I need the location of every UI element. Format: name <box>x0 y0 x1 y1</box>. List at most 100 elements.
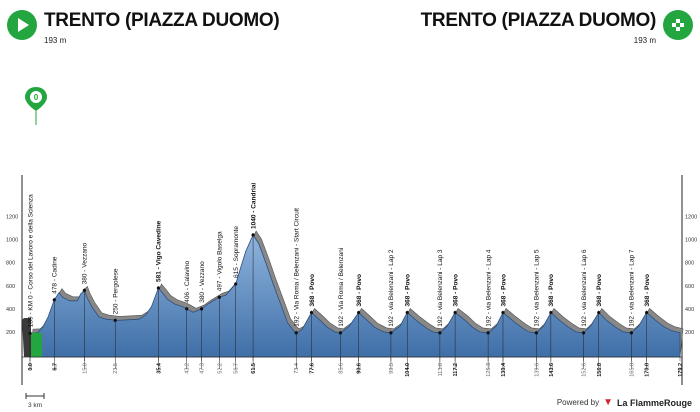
y-tick-right: 800 <box>685 261 694 267</box>
km-tick-label: 165.8 <box>629 363 635 377</box>
y-tick-right: 200 <box>685 330 694 336</box>
y-tick-right: 1000 <box>685 238 697 244</box>
waypoint-label: 192 - via Belenzani - Lap 6 <box>581 249 588 327</box>
waypoint-dot <box>82 288 87 292</box>
waypoint-label: 250 - Pergolese <box>113 268 120 314</box>
y-tick-right: 400 <box>685 307 694 313</box>
waypoint-dot <box>28 331 32 335</box>
start-altitude: 193 m <box>44 36 67 45</box>
km-tick-label: 126.3 <box>486 363 492 377</box>
waypoint-label: 192 - Via Roma / Belenzani - Start Circu… <box>294 208 301 327</box>
waypoint-dot <box>597 310 601 315</box>
km-tick-label: 130.4 <box>501 362 507 377</box>
brand-name: La FlammeRouge <box>616 397 692 408</box>
waypoint-label: 368 - Povo <box>500 274 507 307</box>
powered-by: Powered by <box>556 398 600 407</box>
y-tick-left: 1000 <box>6 238 18 244</box>
km-tick-label: 43.2 <box>185 363 191 374</box>
waypoint-label: 615 - Sopramonte <box>233 226 240 278</box>
km-tick-label: 139.6 <box>534 363 540 377</box>
waypoint-dot <box>549 310 553 315</box>
km-tick-label: 179.2 <box>678 363 684 377</box>
y-tick-left: 800 <box>6 261 15 267</box>
waypoint-dot <box>199 307 204 311</box>
waypoint-dot <box>338 331 343 335</box>
km-tick-label: 0.0 <box>28 363 34 371</box>
waypoint-dot <box>113 318 117 322</box>
km-tick-label: 143.6 <box>549 363 555 377</box>
waypoint-label: 380 - Vezzano <box>82 242 89 284</box>
km-tick-label: 23.5 <box>113 363 119 374</box>
km-tick-label: 56.7 <box>234 363 240 374</box>
waypoint-dot <box>217 295 221 299</box>
brand: Powered by ▼ La FlammeRouge <box>557 397 692 408</box>
start-location: TRENTO (PIAZZA DUOMO) <box>44 10 280 31</box>
finish-location: TRENTO (PIAZZA DUOMO) <box>420 10 657 31</box>
waypoint-label: 581 - Vigo Cavedine <box>156 220 163 282</box>
waypoint-label: 192 - via Belenzani - Lap 4 <box>485 249 492 327</box>
waypoint-label: 368 - Povo <box>405 274 412 307</box>
km-tick-label: 99.5 <box>389 363 395 374</box>
start-wedge <box>22 318 31 357</box>
waypoint-dot <box>645 310 649 315</box>
waypoint-label: 192 - via Belenzani - Lap 2 <box>388 249 395 327</box>
km-tick-label: 61.5 <box>251 363 257 374</box>
km-tick-label: 113.0 <box>438 363 444 376</box>
waypoint-dot <box>251 233 255 237</box>
waypoint-label: 368 - Povo <box>309 274 316 307</box>
km-tick-label: 85.6 <box>339 363 345 374</box>
km-tick-label: 104.0 <box>405 363 411 377</box>
km-tick-label: 170.0 <box>645 363 651 377</box>
km0-marker: 0 <box>25 87 47 125</box>
neutral-zone <box>31 332 42 357</box>
km-tick-label: 90.6 <box>357 363 363 374</box>
y-tick-left: 600 <box>6 284 15 290</box>
waypoint-dot <box>309 310 314 315</box>
waypoint-label: 368 - Povo <box>452 274 459 307</box>
waypoint-label: 192 - Via Roma / Belenzani <box>338 248 345 327</box>
km-tick-label: 152.6 <box>582 363 588 377</box>
waypoint-dot <box>629 331 633 335</box>
scale-label: 3 km <box>28 402 42 409</box>
finish-altitude: 193 m <box>633 36 656 45</box>
waypoint-label: 368 - Povo <box>596 274 603 307</box>
waypoint-label: 368 - Povo <box>356 274 363 307</box>
waypoint-dot <box>52 298 56 302</box>
waypoint-dot <box>294 331 298 335</box>
waypoint-label: 368 - Povo <box>548 274 555 307</box>
waypoint-dot <box>501 310 505 315</box>
profile-area <box>29 234 681 358</box>
km-tick-label: 117.2 <box>453 363 459 376</box>
y-tick-left: 400 <box>6 307 15 313</box>
waypoint-dot <box>185 307 189 311</box>
y-tick-left: 200 <box>6 330 15 336</box>
km-tick-label: 52.2 <box>217 363 223 374</box>
waypoint-label: 1040 - Candriai <box>250 183 257 229</box>
flamme-rouge-logo-icon: ▼ <box>603 397 613 408</box>
waypoint-label: 192 - via Belenzani - Lap 7 <box>629 249 636 327</box>
waypoint-label: 189 - KM 0 - Corso del Lavoro e della Sc… <box>27 194 34 327</box>
y-tick-left: 1200 <box>6 215 18 221</box>
waypoint-label: 368 - Povo <box>644 274 651 307</box>
waypoint-dot <box>438 331 442 335</box>
km-tick-label: 35.4 <box>156 362 162 374</box>
km-tick-label: 77.6 <box>310 363 316 374</box>
waypoint-label: 380 - Vezzano <box>199 261 206 303</box>
km-tick-label: 156.8 <box>597 363 603 377</box>
y-tick-right: 600 <box>685 284 694 290</box>
waypoint-dot <box>389 331 393 335</box>
km-tick-label: 73.4 <box>294 363 300 374</box>
waypoint-dot <box>156 286 161 290</box>
waypoint-label: 192 - via Belenzani - Lap 3 <box>437 249 444 327</box>
waypoint-label: 192 - via Belenzani - Lap 5 <box>534 249 541 327</box>
finish-flag-icon <box>663 10 693 40</box>
y-tick-right: 1200 <box>685 215 697 221</box>
waypoint-dot <box>534 331 538 335</box>
waypoint-label: 497 - Vigolo Baselga <box>217 231 224 291</box>
km-tick-label: 47.3 <box>200 363 206 374</box>
waypoint-label: 406 - Calavino <box>184 261 191 303</box>
km-tick-label: 15.0 <box>82 363 88 374</box>
waypoint-dot <box>486 331 490 335</box>
